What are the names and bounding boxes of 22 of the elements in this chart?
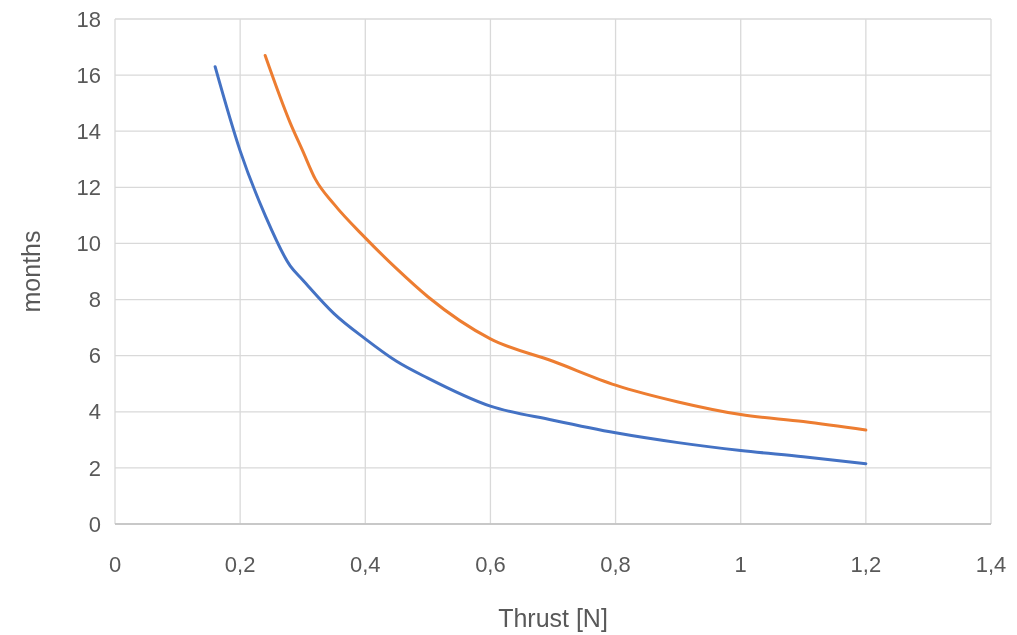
y-tick-label: 6 (88, 343, 101, 369)
y-tick-label: 14 (76, 118, 101, 144)
x-tick-label: 0 (108, 552, 122, 577)
x-tick-label: 0,6 (475, 552, 506, 577)
y-tick-label: 8 (88, 287, 101, 313)
x-tick-label: 0,2 (224, 552, 256, 577)
x-axis-title: Thrust [N] (498, 604, 608, 632)
y-tick-label: 0 (88, 511, 101, 537)
x-tick-label: 1 (734, 552, 747, 577)
y-tick-label: 10 (76, 231, 101, 257)
y-tick-label: 2 (88, 455, 101, 481)
x-tick-label: 0,8 (600, 552, 631, 577)
line-series (263, 53, 868, 432)
y-axis-title: months (17, 230, 45, 313)
line-series (213, 65, 868, 466)
y-tick-label: 16 (76, 62, 101, 88)
y-tick-label: 12 (76, 175, 101, 201)
y-tick-label: 18 (76, 6, 101, 32)
x-tick-label: 0,4 (349, 552, 381, 577)
x-tick-label: 1,4 (975, 552, 1007, 577)
x-tick-label: 1,2 (850, 552, 882, 577)
y-tick-label: 4 (88, 399, 101, 425)
